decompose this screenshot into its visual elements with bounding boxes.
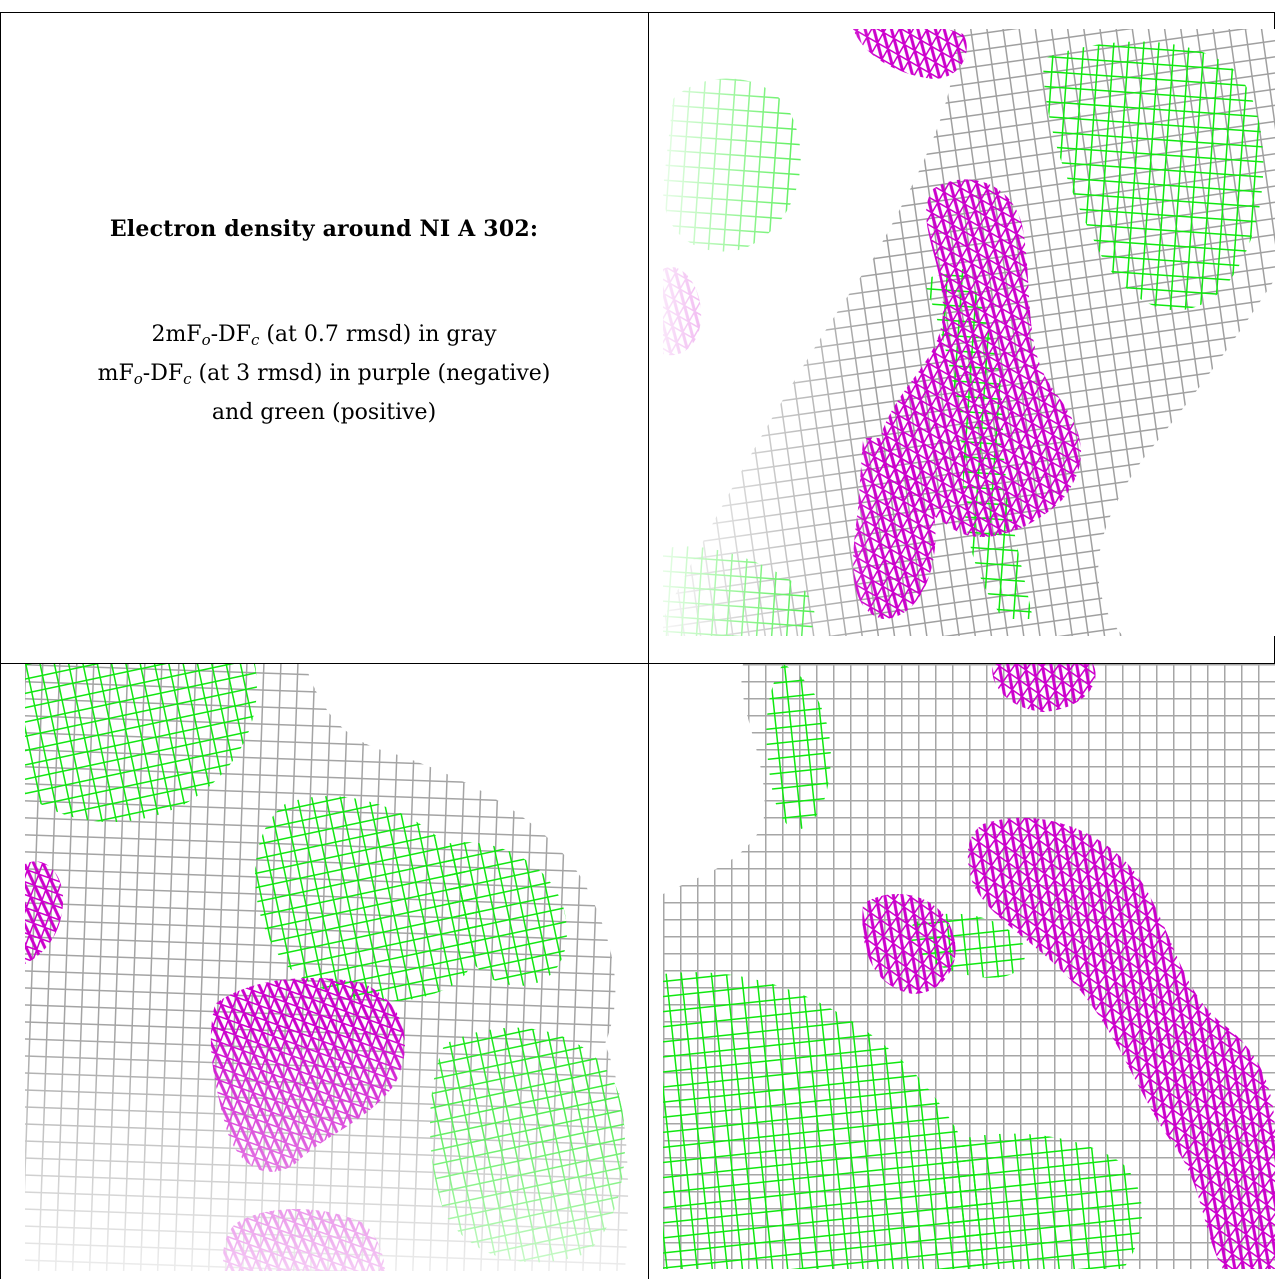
table-left-border [0,12,1,1279]
density-panel-view-2 [25,664,633,1271]
density-mesh-view-3 [663,664,1275,1269]
density-panel-view-3 [663,664,1275,1269]
legend-title: Electron density around NI A 302: [109,216,539,242]
legend-description: 2mFo-DFc (at 0.7 rmsd) in gray mFo-DFc (… [98,318,551,430]
density-panel-view-1 [663,29,1275,636]
legend-line-fo-fc: mFo-DFc (at 3 rmsd) in purple (negative) [97,361,551,388]
density-mesh-view-2 [25,664,633,1271]
legend-line-2fo-fc: 2mFo-DFc (at 0.7 rmsd) in gray [151,322,497,349]
density-mesh-view-1 [663,29,1275,636]
table-center-divider [648,12,649,1279]
legend-cell: Electron density around NI A 302: 2mFo-D… [1,13,647,663]
table-top-border [0,12,1275,13]
table-middle-border [0,663,1275,664]
legend-line-colors: and green (positive) [211,400,437,425]
